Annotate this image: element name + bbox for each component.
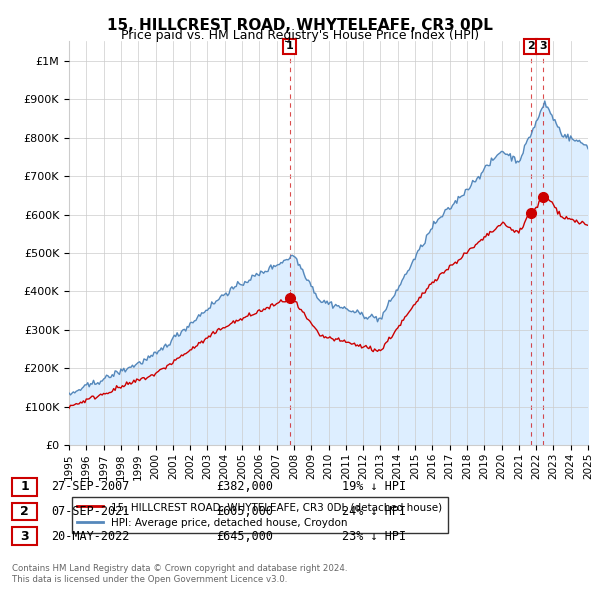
Text: 27-SEP-2007: 27-SEP-2007 bbox=[51, 480, 130, 493]
Text: 1: 1 bbox=[20, 480, 29, 493]
Text: Price paid vs. HM Land Registry's House Price Index (HPI): Price paid vs. HM Land Registry's House … bbox=[121, 30, 479, 42]
Text: 3: 3 bbox=[539, 41, 547, 51]
Text: 2: 2 bbox=[527, 41, 535, 51]
Text: 07-SEP-2021: 07-SEP-2021 bbox=[51, 505, 130, 518]
Text: 1: 1 bbox=[286, 41, 293, 51]
Text: 20-MAY-2022: 20-MAY-2022 bbox=[51, 530, 130, 543]
Text: 24% ↓ HPI: 24% ↓ HPI bbox=[342, 505, 406, 518]
Text: £382,000: £382,000 bbox=[216, 480, 273, 493]
Legend: 15, HILLCREST ROAD, WHYTELEAFE, CR3 0DL (detached house), HPI: Average price, de: 15, HILLCREST ROAD, WHYTELEAFE, CR3 0DL … bbox=[71, 497, 448, 533]
Text: 15, HILLCREST ROAD, WHYTELEAFE, CR3 0DL: 15, HILLCREST ROAD, WHYTELEAFE, CR3 0DL bbox=[107, 18, 493, 32]
Text: Contains HM Land Registry data © Crown copyright and database right 2024.: Contains HM Land Registry data © Crown c… bbox=[12, 565, 347, 573]
Text: This data is licensed under the Open Government Licence v3.0.: This data is licensed under the Open Gov… bbox=[12, 575, 287, 584]
Text: 23% ↓ HPI: 23% ↓ HPI bbox=[342, 530, 406, 543]
Text: 2: 2 bbox=[20, 505, 29, 518]
Text: 3: 3 bbox=[20, 530, 29, 543]
Text: £645,000: £645,000 bbox=[216, 530, 273, 543]
Text: £605,000: £605,000 bbox=[216, 505, 273, 518]
Text: 19% ↓ HPI: 19% ↓ HPI bbox=[342, 480, 406, 493]
